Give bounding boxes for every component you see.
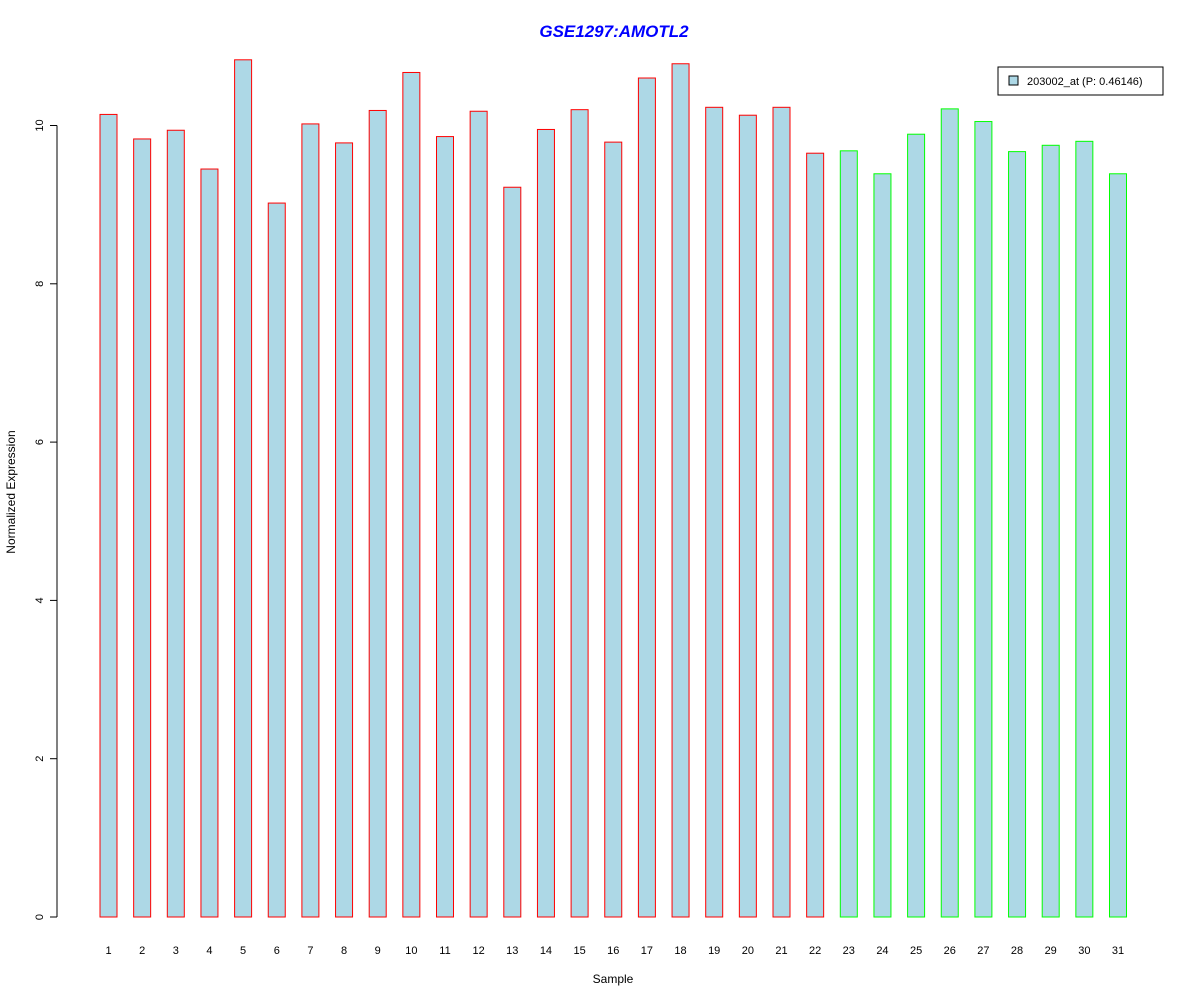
x-tick-label: 3 (173, 945, 179, 957)
y-tick-label: 0 (34, 914, 46, 920)
x-tick-label: 17 (641, 945, 653, 957)
x-tick-label: 1 (105, 945, 111, 957)
x-tick-label: 27 (977, 945, 989, 957)
bar-sample-27 (974, 121, 993, 918)
bar-sample-6 (267, 202, 286, 918)
y-tick-label: 2 (34, 756, 46, 762)
legend-box (997, 66, 1164, 96)
x-tick-label: 21 (775, 945, 787, 957)
bar-sample-14 (536, 128, 555, 918)
y-axis-label: Normalized Expression (4, 430, 18, 553)
bar-sample-1 (99, 113, 118, 918)
bar-sample-16 (604, 141, 623, 918)
x-tick-label: 15 (573, 945, 585, 957)
x-tick-label: 9 (375, 945, 381, 957)
x-tick-label: 24 (876, 945, 888, 957)
x-tick-label: 19 (708, 945, 720, 957)
x-tick-label: 12 (473, 945, 485, 957)
bar-sample-19 (705, 106, 724, 918)
legend-label: 203002_at (P: 0.46146) (1027, 76, 1143, 88)
x-tick-label: 20 (742, 945, 754, 957)
y-axis: 0 2 4 6 8 10 (34, 119, 58, 920)
bar-sample-11 (436, 136, 454, 918)
bar-sample-22 (806, 152, 825, 918)
bar-sample-24 (873, 173, 892, 918)
bar-sample-2 (133, 138, 152, 918)
y-tick-label: 6 (34, 439, 46, 445)
bar-sample-28 (1008, 151, 1027, 918)
bar-sample-8 (335, 142, 354, 918)
bar-sample-7 (301, 123, 320, 918)
x-tick-label: 2 (139, 945, 145, 957)
bar-sample-29 (1041, 144, 1060, 918)
bar-sample-3 (166, 129, 185, 918)
chart-title: GSE1297:AMOTL2 (539, 22, 689, 41)
x-tick-label: 11 (439, 945, 450, 957)
bars (99, 59, 1127, 918)
y-tick-label: 4 (34, 597, 46, 603)
x-tick-label: 31 (1112, 945, 1124, 957)
x-tick-label: 16 (607, 945, 619, 957)
bar-sample-15 (570, 109, 589, 918)
bar-sample-23 (839, 150, 858, 918)
x-tick-label: 28 (1011, 945, 1023, 957)
x-tick-label: 22 (809, 945, 821, 957)
x-tick-label: 8 (341, 945, 347, 957)
x-tick-label: 18 (674, 945, 686, 957)
bar-sample-9 (368, 109, 387, 918)
bar-sample-18 (671, 63, 690, 918)
x-tick-label: 26 (944, 945, 956, 957)
x-tick-label: 30 (1078, 945, 1090, 957)
x-tick-label: 29 (1045, 945, 1057, 957)
bar-sample-4 (200, 168, 219, 918)
x-tick-label: 10 (405, 945, 417, 957)
x-tick-label: 5 (240, 945, 246, 957)
x-axis-label: Sample (593, 972, 634, 986)
x-tick-label: 14 (540, 945, 552, 957)
x-tick-label: 23 (843, 945, 855, 957)
bar-sample-21 (772, 106, 791, 918)
y-tick-label: 8 (34, 281, 46, 287)
x-tick-label: 4 (206, 945, 212, 957)
bar-sample-26 (940, 108, 959, 918)
x-tick-labels: 1 2 3 4 5 6 7 8 9 10 11 12 13 14 15 16 17 18 19 20 21 22 23 24 2… (105, 945, 1124, 957)
bar-sample-30 (1075, 140, 1094, 918)
legend-swatch (1008, 75, 1019, 86)
bar-sample-31 (1109, 173, 1127, 918)
x-tick-label: 6 (274, 945, 280, 957)
y-tick-label: 10 (34, 119, 46, 131)
bar-sample-25 (907, 133, 926, 918)
bar-sample-20 (738, 114, 757, 918)
legend: 203002_at (P: 0.46146) (997, 66, 1164, 96)
bar-sample-10 (402, 71, 421, 918)
x-tick-label: 7 (307, 945, 313, 957)
bar-sample-5 (234, 59, 253, 918)
x-tick-label: 13 (506, 945, 518, 957)
bar-sample-12 (469, 110, 488, 918)
bar-sample-17 (637, 77, 656, 918)
bar-sample-13 (503, 186, 522, 918)
x-tick-label: 25 (910, 945, 922, 957)
